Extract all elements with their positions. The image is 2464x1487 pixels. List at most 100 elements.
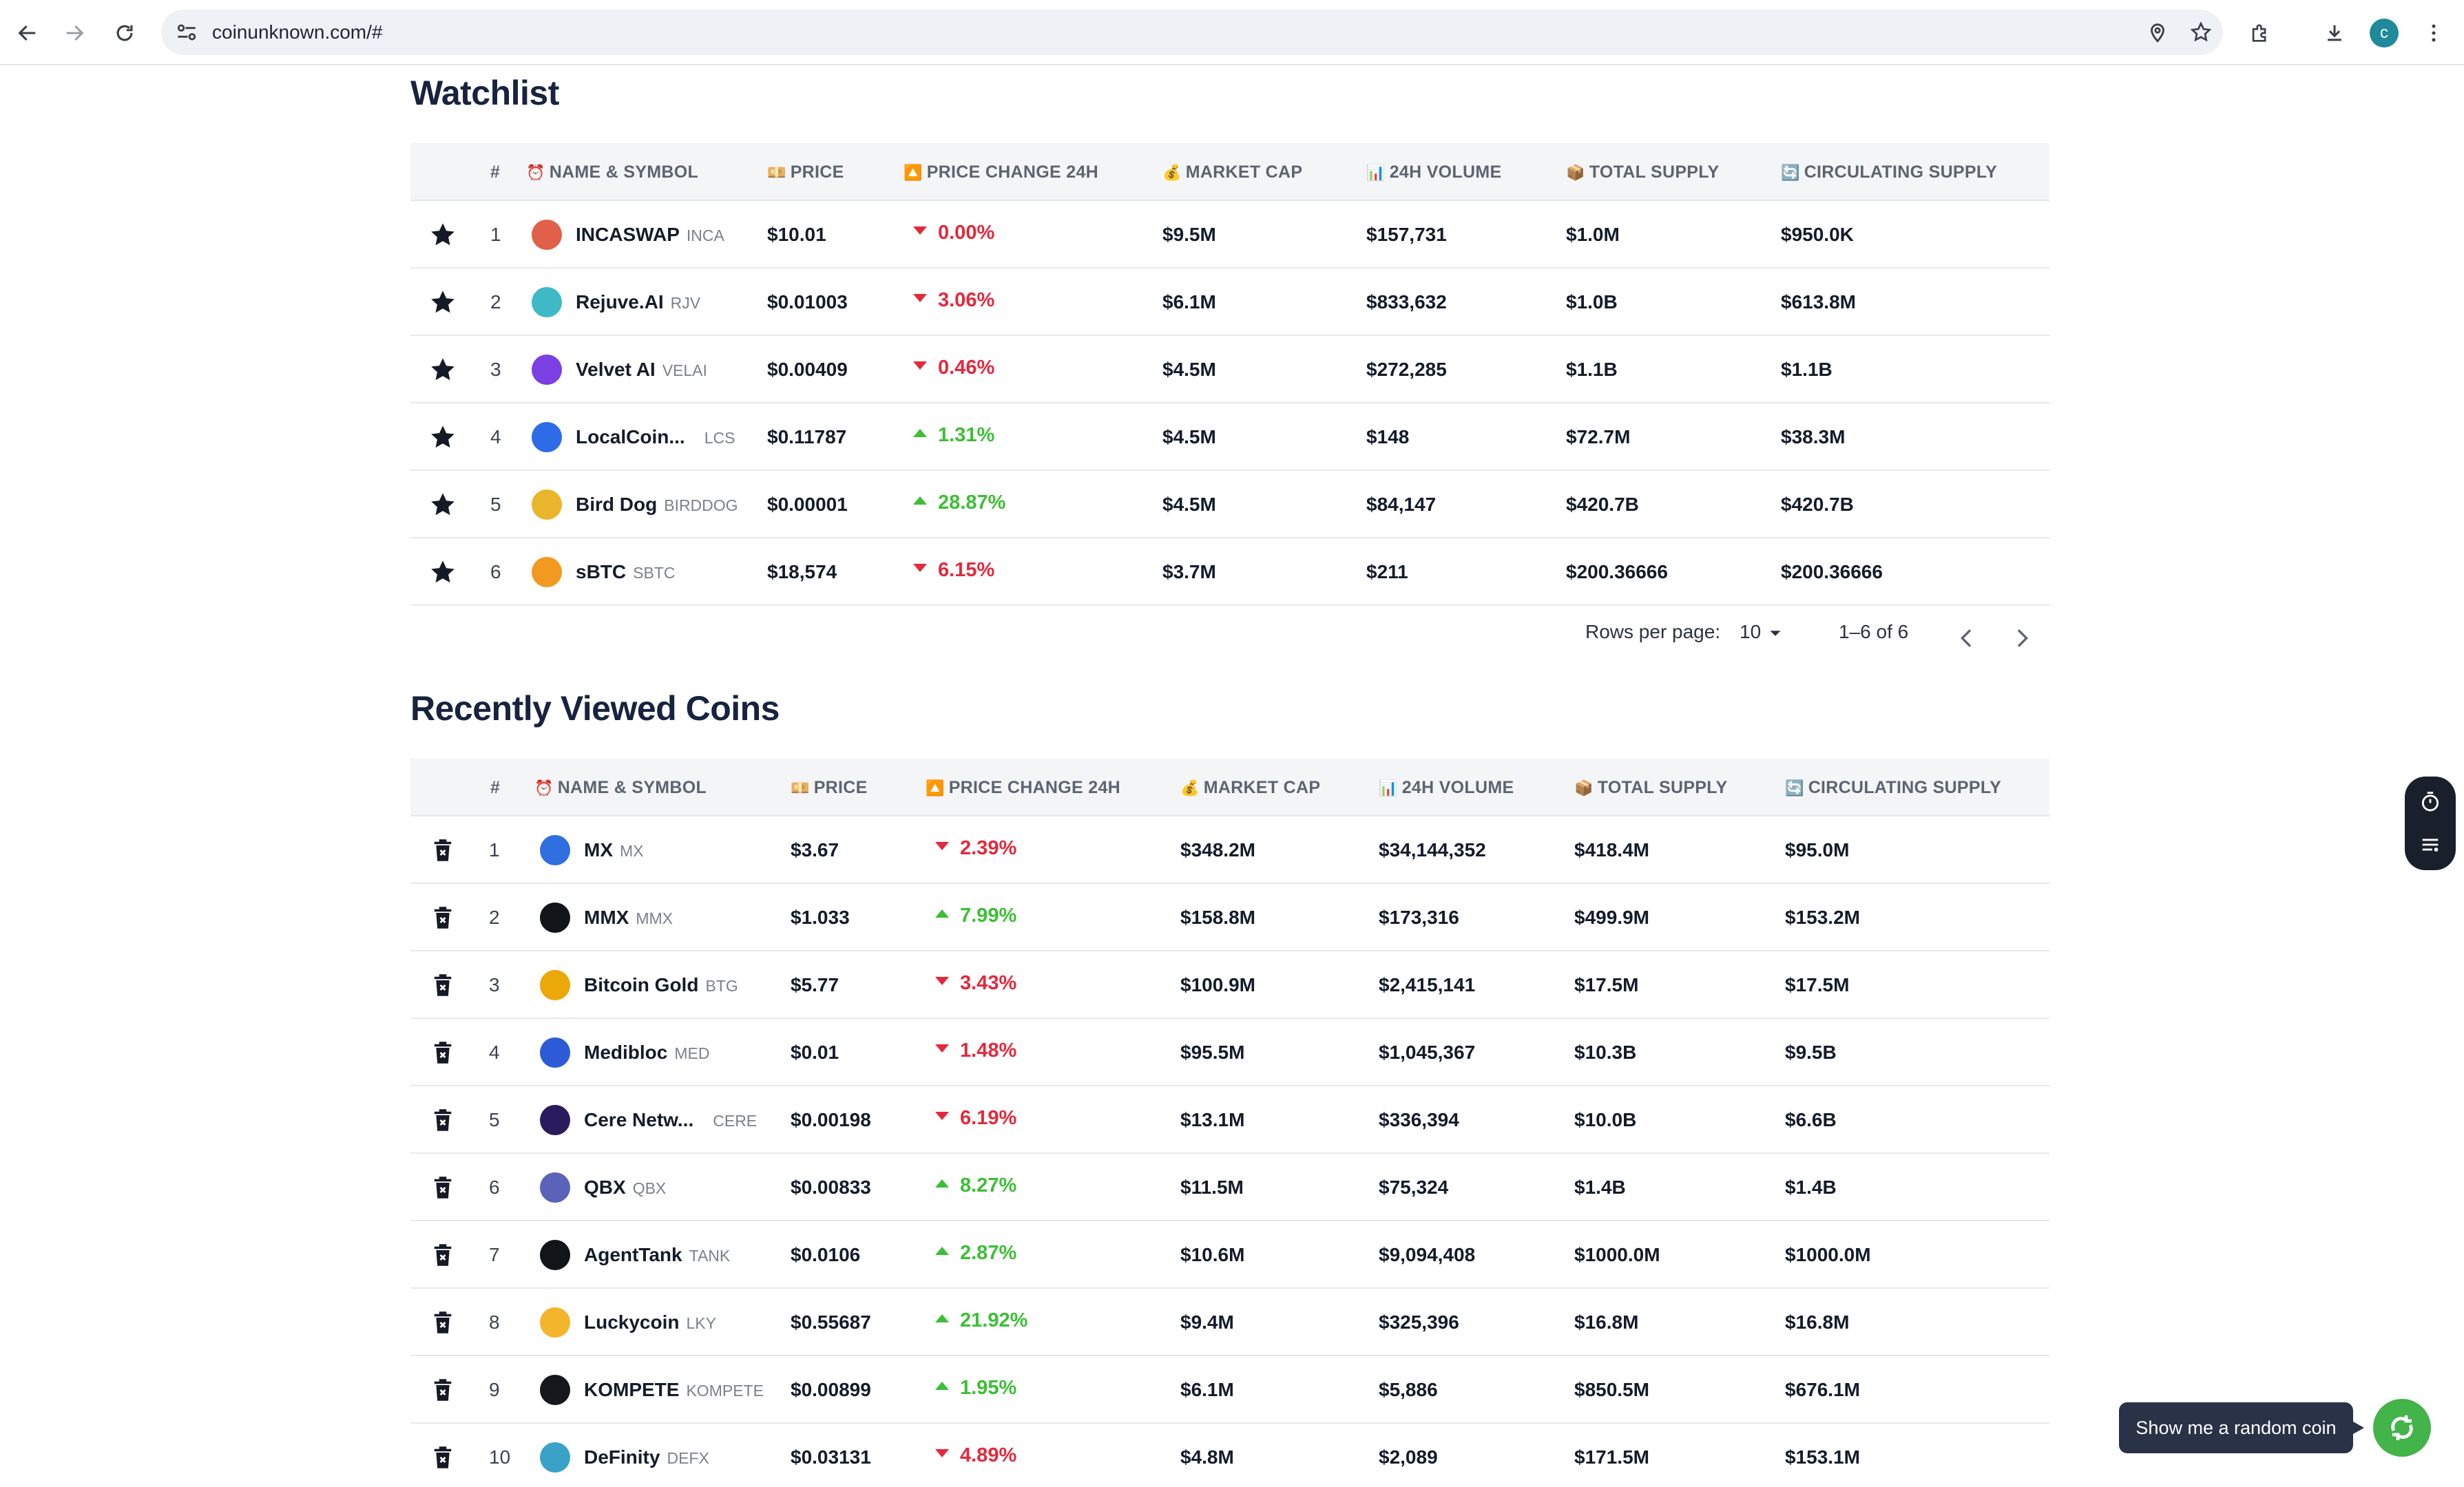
browser-menu-button[interactable] [2416,15,2452,51]
table-row[interactable]: 1 INCASWAP INCA $10.01 $9.5M $157,731 $1.0M $95… [410,201,2049,268]
column-header-name[interactable]: ⏰ NAME & SYMBOL [534,778,707,797]
site-settings-icon[interactable] [174,19,200,45]
table-row[interactable]: 2 Rejuve.AI RJV $0.01003 $6.1M $833,632 $1.0B $… [410,268,2049,336]
price-change-value: 28.87% [938,492,1006,514]
delete-icon[interactable] [428,971,457,1000]
star-icon[interactable] [428,490,457,519]
list-icon[interactable] [2419,833,2442,856]
coin-name-link[interactable]: Luckycoin LKY [584,1289,716,1356]
delete-icon[interactable] [428,836,457,865]
coin-name-link[interactable]: MMX MMX [584,884,673,951]
delete-icon[interactable] [428,1173,457,1202]
table-row[interactable]: 3 Bitcoin Gold BTG $5.77 $100.9M $2,415,141 $1… [410,951,2049,1019]
coin-name-link[interactable]: Velvet AI VELAI [576,336,707,403]
delete-icon[interactable] [428,1375,457,1404]
delete-icon[interactable] [428,1038,457,1067]
star-icon[interactable] [428,558,457,587]
forward-button[interactable] [56,15,92,51]
coin-price: $0.0106 [791,1244,861,1265]
delete-icon[interactable] [428,903,457,932]
star-icon[interactable] [428,288,457,317]
column-header-volume[interactable]: 📊 24H VOLUME [1366,162,1502,182]
total-supply: $200.36666 [1566,561,1668,582]
coin-name-link[interactable]: Cere Netw... CERE [584,1086,757,1154]
column-header-market-cap[interactable]: 💰 MARKET CAP [1162,162,1303,182]
table-row[interactable]: 2 MMX MMX $1.033 $158.8M $173,316 $499.9M $153.… [410,884,2049,951]
package-icon: 📦 [1574,779,1594,797]
delete-icon[interactable] [428,1241,457,1269]
column-header-change[interactable]: 🔼 PRICE CHANGE 24H [904,162,1098,182]
profile-avatar[interactable]: c [2370,19,2399,48]
star-icon[interactable] [428,355,457,384]
coin-name-link[interactable]: AgentTank TANK [584,1221,730,1289]
bookmark-star-icon[interactable] [2189,21,2213,44]
alarm-clock-icon: ⏰ [534,779,554,797]
coin-name-link[interactable]: Rejuve.AI RJV [576,268,700,336]
column-header-price[interactable]: 💴 PRICE [767,162,844,182]
table-row[interactable]: 5 Cere Netw... CERE $0.00198 $13.1M $336,394 $… [410,1086,2049,1154]
star-icon[interactable] [428,220,457,249]
star-icon[interactable] [428,423,457,452]
table-row[interactable]: 10 DeFinity DEFX $0.03131 $4.8M $2,089 $171.5M… [410,1424,2049,1487]
table-row[interactable]: 4 LocalCoin... LCS $0.11787 $4.5M $148 $72.7M $… [410,403,2049,471]
column-header-price[interactable]: 💴 PRICE [791,778,868,797]
column-header-name[interactable]: ⏰ NAME & SYMBOL [526,162,699,182]
previous-page-button[interactable] [1953,618,1981,673]
coin-name-link[interactable]: QBX QBX [584,1154,666,1221]
location-pin-icon[interactable] [2146,21,2169,44]
delete-icon[interactable] [428,1308,457,1337]
coin-name-link[interactable]: Bird Dog BIRDDOG [576,471,738,538]
coin-name-link[interactable]: INCASWAP INCA [576,201,724,268]
timer-icon[interactable] [2419,790,2442,814]
column-header-market-cap[interactable]: 💰 MARKET CAP [1180,778,1321,797]
row-rank: 5 [490,494,501,515]
back-button[interactable] [10,15,45,51]
row-rank: 1 [489,839,500,861]
address-bar[interactable]: coinunknown.com/# [161,10,2223,55]
url-text[interactable]: coinunknown.com/# [212,21,383,43]
table-row[interactable]: 7 AgentTank TANK $0.0106 $10.6M $9,094,408 $10… [410,1221,2049,1289]
next-page-button[interactable] [2008,618,2036,673]
column-header-volume[interactable]: 📊 24H VOLUME [1379,778,1514,797]
reload-button[interactable] [107,15,143,51]
delete-icon[interactable] [428,1443,457,1472]
coin-name-link[interactable]: Medibloc MED [584,1019,709,1086]
random-coin-button[interactable] [2373,1399,2431,1457]
rows-per-page-select[interactable]: 10 [1740,604,1786,660]
column-header-circulating-supply[interactable]: 🔄 CIRCULATING SUPPLY [1785,778,2002,797]
price-change: 3.43% [935,951,1016,1019]
row-rank: 3 [489,974,500,995]
coin-name-link[interactable]: sBTC SBTC [576,538,675,606]
column-header-rank[interactable]: # [490,162,501,182]
table-row[interactable]: 3 Velvet AI VELAI $0.00409 $4.5M $272,285 $1.1… [410,336,2049,403]
coin-name-link[interactable]: LocalCoin... LCS [576,403,735,471]
column-header-total-supply[interactable]: 📦 TOTAL SUPPLY [1574,778,1728,797]
coin-name-link[interactable]: KOMPETE KOMPETE [584,1356,764,1424]
coin-symbol: KOMPETE [686,1382,764,1400]
coin-name: Medibloc [584,1042,668,1063]
column-header-total-supply[interactable]: 📦 TOTAL SUPPLY [1566,162,1720,182]
coin-symbol: DEFX [667,1449,709,1467]
table-row[interactable]: 6 sBTC SBTC $18,574 $3.7M $211 $200.36666 $200.… [410,538,2049,606]
coin-symbol: CERE [713,1112,758,1130]
table-row[interactable]: 8 Luckycoin LKY $0.55687 $9.4M $325,396 $16.8M… [410,1289,2049,1356]
extensions-button[interactable] [2242,15,2278,51]
column-header-rank[interactable]: # [490,778,501,797]
delete-icon[interactable] [428,1106,457,1135]
table-row[interactable]: 4 Medibloc MED $0.01 $95.5M $1,045,367 $10.3B $… [410,1019,2049,1086]
column-header-change[interactable]: 🔼 PRICE CHANGE 24H [926,778,1120,797]
price-change: 2.87% [935,1221,1016,1289]
reload-icon [116,25,133,41]
volume-24h: $84,147 [1366,494,1437,515]
table-row[interactable]: 9 KOMPETE KOMPETE $0.00899 $6.1M $5,886 $850.5… [410,1356,2049,1424]
total-supply: $1.0M [1566,224,1620,245]
table-row[interactable]: 1 MX MX $3.67 $348.2M $34,144,352 $418.4M $95.0… [410,816,2049,884]
downloads-button[interactable] [2317,15,2352,51]
table-row[interactable]: 5 Bird Dog BIRDDOG $0.00001 $4.5M $84,147 $420… [410,471,2049,538]
table-row[interactable]: 6 QBX QBX $0.00833 $11.5M $75,324 $1.4B $1.4B 8.… [410,1154,2049,1221]
column-header-circulating-supply[interactable]: 🔄 CIRCULATING SUPPLY [1781,162,1998,182]
coin-name-link[interactable]: DeFinity DEFX [584,1424,709,1487]
coin-name-link[interactable]: Bitcoin Gold BTG [584,951,738,1019]
market-cap: $4.8M [1180,1446,1234,1468]
coin-name-link[interactable]: MX MX [584,816,644,884]
